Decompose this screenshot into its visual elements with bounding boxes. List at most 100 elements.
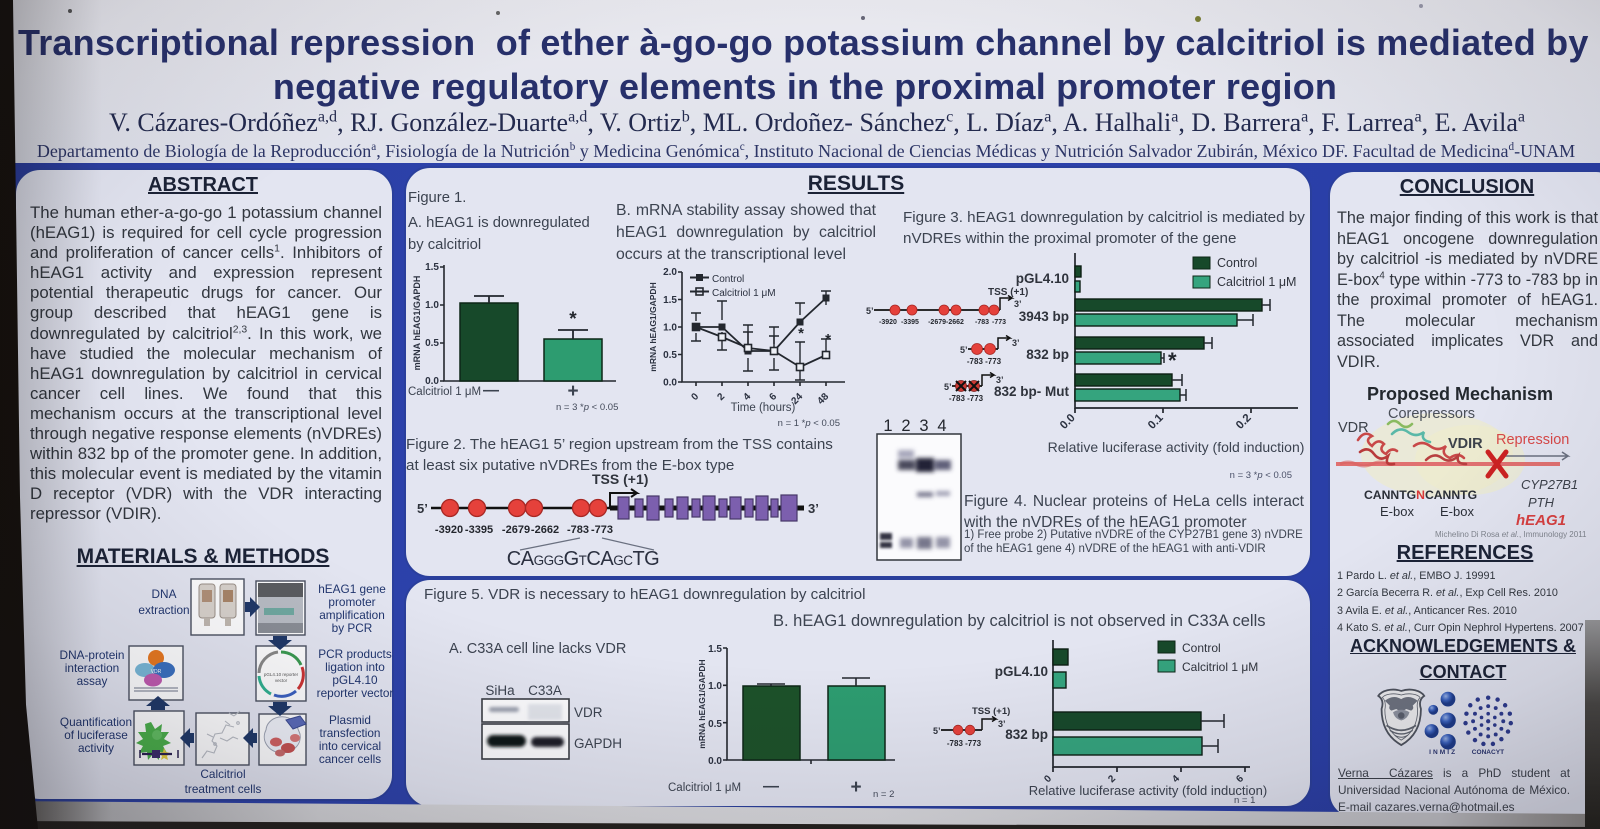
svg-text:0.5: 0.5 (663, 350, 677, 361)
svg-text:Relative luciferase activity (: Relative luciferase activity (fold induc… (1048, 439, 1305, 455)
svg-text:n = 1 *p < 0.05: n = 1 *p < 0.05 (778, 418, 840, 429)
svg-text:mRNA hEAG1/GAPDH: mRNA hEAG1/GAPDH (697, 659, 707, 748)
svg-text:3’: 3’ (1014, 299, 1022, 309)
svg-text:SiHa: SiHa (485, 683, 515, 698)
svg-text:mRNA hEAG1/GAPDH: mRNA hEAG1/GAPDH (412, 276, 422, 371)
svg-text:*: * (1168, 348, 1177, 373)
svg-text:INMIZ: INMIZ (1429, 749, 1457, 756)
svg-text:3’: 3’ (808, 501, 819, 516)
svg-text:n = 3 *p < 0.05: n = 3 *p < 0.05 (556, 402, 618, 413)
svg-text:by PCR: by PCR (332, 621, 373, 635)
svg-text:Control: Control (1217, 256, 1257, 270)
svg-text:2: 2 (715, 391, 727, 403)
svg-text:treatment cells: treatment cells (185, 782, 262, 796)
svg-text:Corepressors: Corepressors (1388, 406, 1475, 422)
svg-text:3’: 3’ (998, 719, 1006, 729)
svg-text:PCR products: PCR products (318, 647, 392, 661)
svg-text:GAPDH: GAPDH (574, 736, 622, 751)
svg-text:3: 3 (919, 417, 928, 435)
svg-text:pGL4.10: pGL4.10 (995, 664, 1048, 679)
svg-text:832 bp- Mut: 832 bp- Mut (994, 384, 1070, 399)
svg-text:Repression: Repression (1496, 432, 1569, 448)
svg-text:DNA-protein: DNA-protein (60, 648, 125, 662)
svg-text:CANNTGNCANNTG: CANNTGNCANNTG (1364, 488, 1477, 502)
svg-text:-783 -773: -783 -773 (947, 739, 982, 748)
svg-text:-3920: -3920 (435, 524, 463, 536)
svg-text:CONACYT: CONACYT (1472, 749, 1504, 756)
svg-text:-783: -783 (567, 524, 589, 536)
svg-text:mRNA hEAG1/GAPDH: mRNA hEAG1/GAPDH (649, 282, 658, 371)
svg-text:1.0: 1.0 (663, 323, 677, 334)
svg-text:cancer cells: cancer cells (319, 752, 381, 766)
svg-text:n = 3 *p < 0.05: n = 3 *p < 0.05 (1230, 470, 1292, 481)
svg-text:*: * (798, 325, 804, 342)
svg-text:5’: 5’ (933, 726, 941, 736)
svg-text:0.2: 0.2 (1234, 412, 1254, 432)
svg-text:TSS (+1): TSS (+1) (988, 287, 1028, 298)
svg-text:VDR: VDR (574, 705, 603, 720)
svg-text:assay: assay (77, 674, 108, 688)
svg-text:Control: Control (712, 274, 744, 285)
svg-text:n = 1: n = 1 (1234, 795, 1255, 806)
svg-text:Relative luciferase activity (: Relative luciferase activity (fold induc… (1029, 783, 1267, 798)
svg-text:-3395: -3395 (465, 524, 493, 536)
svg-text:5’: 5’ (866, 306, 874, 316)
svg-text:Michelino Di Rosa et al., Immu: Michelino Di Rosa et al., Immunology 201… (1435, 530, 1587, 539)
svg-text:DNA: DNA (152, 587, 177, 601)
svg-text:2.0: 2.0 (663, 267, 677, 278)
svg-text:VDR: VDR (1338, 420, 1369, 436)
svg-text:transfection: transfection (320, 726, 381, 740)
svg-text:Calcitriol 1 μM: Calcitriol 1 μM (408, 386, 481, 398)
svg-text:—: — (483, 382, 499, 399)
svg-text:of luciferase: of luciferase (64, 728, 128, 742)
svg-text:ligation into: ligation into (325, 660, 385, 674)
svg-text:E-box: E-box (1380, 504, 1414, 519)
svg-text:1.5: 1.5 (708, 644, 722, 655)
svg-text:832 bp: 832 bp (1005, 727, 1048, 742)
svg-text:+: + (567, 381, 578, 402)
svg-text:CYP27B1: CYP27B1 (1521, 477, 1578, 492)
svg-text:2: 2 (901, 417, 910, 435)
svg-text:Calcitriol 1 μM: Calcitriol 1 μM (668, 782, 741, 794)
svg-text:Calcitriol: Calcitriol (200, 767, 245, 781)
svg-text:5’: 5’ (944, 382, 952, 392)
svg-text:0.0: 0.0 (708, 756, 722, 767)
svg-text:0.1: 0.1 (1146, 412, 1166, 432)
svg-text:C33A: C33A (528, 683, 562, 698)
svg-text:3’: 3’ (996, 375, 1004, 385)
svg-text:vector: vector (275, 678, 288, 683)
svg-text:pGL4.10: pGL4.10 (1016, 271, 1069, 286)
svg-text:0.0: 0.0 (425, 376, 439, 387)
svg-text:CAGGGGTCAGCTG: CAGGGGTCAGCTG (507, 548, 659, 570)
svg-text:E-box: E-box (1440, 504, 1474, 519)
svg-text:VDIR: VDIR (1448, 436, 1483, 452)
svg-text:832 bp: 832 bp (1026, 347, 1069, 362)
svg-text:0.0: 0.0 (1058, 412, 1078, 432)
svg-text:0.0: 0.0 (663, 378, 677, 389)
svg-text:-783 -773: -783 -773 (949, 394, 984, 403)
svg-text:Control: Control (1182, 641, 1221, 655)
svg-text:-2662: -2662 (531, 524, 559, 536)
svg-text:extraction: extraction (138, 603, 189, 617)
svg-text:4: 4 (937, 417, 946, 435)
svg-text:1: 1 (883, 417, 892, 435)
svg-text:Time (hours): Time (hours) (731, 402, 796, 414)
svg-text:1.5: 1.5 (425, 262, 439, 273)
svg-text:48: 48 (815, 391, 831, 407)
svg-text:Calcitriol 1 μM: Calcitriol 1 μM (712, 288, 776, 299)
svg-text:Calcitriol 1 μM: Calcitriol 1 μM (1182, 660, 1258, 674)
svg-text:0: 0 (689, 391, 701, 403)
svg-text:*: * (569, 309, 577, 330)
svg-text:1.0: 1.0 (708, 681, 722, 692)
svg-text:-3920: -3920 (879, 319, 897, 326)
svg-text:—: — (763, 778, 779, 795)
svg-text:-2679: -2679 (502, 524, 530, 536)
svg-text:-773: -773 (591, 524, 613, 536)
svg-text:Quantification: Quantification (60, 715, 132, 729)
svg-text:-3395: -3395 (901, 319, 919, 326)
svg-text:pGL4.10 reporter: pGL4.10 reporter (264, 672, 299, 677)
svg-text:1.0: 1.0 (425, 300, 439, 311)
svg-text:0.5: 0.5 (425, 338, 439, 349)
svg-text:hEAG1: hEAG1 (1516, 512, 1566, 529)
svg-text:TSS (+1): TSS (+1) (592, 471, 648, 487)
